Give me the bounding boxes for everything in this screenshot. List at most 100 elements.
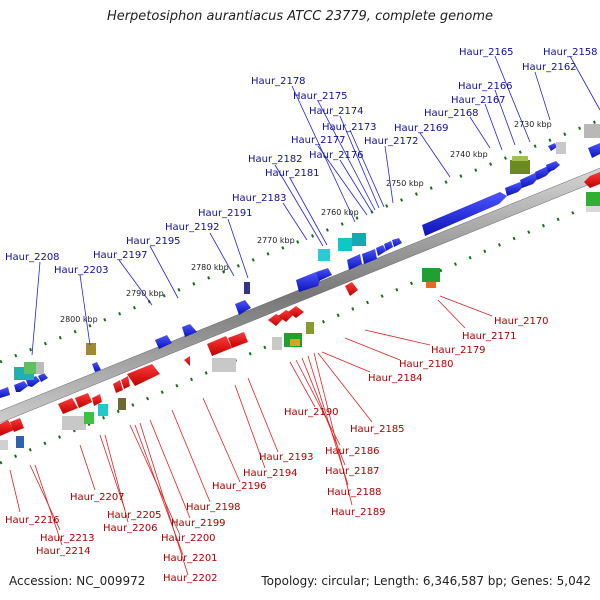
gene-label: Haur_2207 [70, 492, 125, 503]
gene-label: Haur_2213 [40, 533, 95, 544]
gene-label: Haur_2206 [103, 523, 158, 534]
gene-arrow [505, 182, 524, 196]
gene-arrow [347, 254, 362, 270]
forward-gene-labels: Haur_2208 Haur_2203 Haur_2197 Haur_2195 … [5, 47, 598, 276]
forward-genes [0, 143, 600, 398]
gene-label: Haur_2198 [186, 502, 241, 513]
gene-label: Haur_2202 [163, 573, 218, 584]
gene-label: Haur_2174 [309, 106, 364, 117]
gene-label: Haur_2158 [543, 47, 598, 58]
gene-arrow [92, 394, 102, 406]
gene-arrow [207, 336, 232, 356]
gene-arrow [345, 282, 358, 296]
gene-label: Haur_2182 [248, 154, 303, 165]
gene-label: Haur_2208 [5, 252, 60, 263]
gene-arrow [10, 418, 24, 432]
scale-dots-lower [0, 199, 600, 465]
gene-arrow [235, 300, 251, 315]
gene-arrow [113, 380, 123, 393]
gene-label: Haur_2194 [243, 468, 298, 479]
gene-arrow [422, 192, 507, 236]
gene-arrow [75, 393, 92, 408]
gene-arrow [38, 373, 48, 382]
gene-label: Haur_2171 [462, 331, 517, 342]
gene-arrow [384, 241, 393, 251]
gene-label: Haur_2187 [325, 466, 380, 477]
gene-label: Haur_2199 [171, 518, 226, 529]
gene-arrow [376, 245, 386, 256]
scale-label: 2730 kbp [514, 120, 552, 129]
gene-label: Haur_2172 [364, 136, 419, 147]
gene-label: Haur_2166 [458, 81, 513, 92]
gene-arrow [296, 272, 320, 292]
gene-label: Haur_2189 [331, 507, 386, 518]
map-title: Herpetosiphon aurantiacus ATCC 23779, co… [106, 9, 494, 24]
gene-label: Haur_2192 [165, 222, 220, 233]
gene-arrow [546, 161, 560, 172]
gene-label: Haur_2173 [322, 122, 377, 133]
genome-summary: Topology: circular; Length: 6,346,587 bp… [261, 574, 591, 588]
gene-arrow [392, 238, 402, 247]
accession-label: Accession: NC_009972 [9, 574, 146, 588]
gene-arrow [588, 143, 600, 158]
gene-label: Haur_2197 [93, 250, 148, 261]
gene-arrow [362, 249, 377, 264]
scale-label: 2750 kbp [386, 179, 424, 188]
gene-label: Haur_2183 [232, 193, 287, 204]
gene-arrow [316, 268, 332, 281]
gene-label: Haur_2165 [459, 47, 514, 58]
gene-label: Haur_2184 [368, 373, 423, 384]
gene-label: Haur_2162 [522, 62, 577, 73]
gene-label: Haur_2175 [293, 91, 348, 102]
gene-label: Haur_2177 [291, 135, 346, 146]
gene-label: Haur_2170 [494, 316, 549, 327]
reverse-genes [0, 172, 600, 436]
gene-label: Haur_2188 [327, 487, 382, 498]
gene-label: Haur_2203 [54, 265, 109, 276]
scale-label: 2770 kbp [257, 236, 295, 245]
reverse-colored-blocks [0, 192, 600, 450]
gene-arrow [288, 306, 304, 318]
gene-label: Haur_2181 [265, 168, 320, 179]
gene-label: Haur_2201 [163, 553, 218, 564]
scale-label: 2740 kbp [450, 150, 488, 159]
gene-arrow [155, 335, 172, 349]
gene-arrow [58, 398, 78, 414]
scale-label: 2760 kbp [321, 208, 359, 217]
forward-callout-lines [31, 55, 600, 356]
gene-arrow [121, 376, 130, 389]
gene-arrow [14, 381, 28, 392]
gene-arrow [127, 364, 160, 386]
gene-label: Haur_2205 [107, 510, 162, 521]
gene-arrow [520, 173, 539, 188]
scale-labels: 2730 kbp 2740 kbp 2750 kbp 2760 kbp 2770… [60, 120, 552, 324]
gene-arrow [584, 172, 600, 188]
gene-label: Haur_2200 [161, 533, 216, 544]
gene-label: Haur_2196 [212, 481, 267, 492]
genome-axis [0, 167, 600, 424]
gene-label: Haur_2178 [251, 76, 306, 87]
gene-label: Haur_2180 [399, 359, 454, 370]
gene-arrow [0, 387, 10, 398]
reverse-callout-lines [9, 295, 493, 576]
gene-label: Haur_2169 [394, 123, 449, 134]
gene-arrow [548, 143, 557, 151]
gene-label: Haur_2176 [309, 150, 364, 161]
scale-label: 2780 kbp [191, 263, 229, 272]
gene-label: Haur_2168 [424, 108, 479, 119]
gene-label: Haur_2216 [5, 515, 60, 526]
gene-label: Haur_2167 [451, 95, 506, 106]
gene-label: Haur_2190 [284, 407, 339, 418]
gene-arrow [184, 356, 190, 366]
gene-arrow [0, 420, 14, 436]
forward-colored-blocks [14, 124, 600, 380]
gene-arrow [228, 332, 248, 348]
gene-label: Haur_2191 [198, 208, 253, 219]
gene-label: Haur_2193 [259, 452, 314, 463]
reverse-gene-labels: Haur_2216 Haur_2213 Haur_2214 Haur_2207 … [5, 316, 549, 584]
scale-label: 2790 kbp [126, 289, 164, 298]
gene-arrow [182, 324, 197, 337]
gene-label: Haur_2195 [126, 236, 181, 247]
